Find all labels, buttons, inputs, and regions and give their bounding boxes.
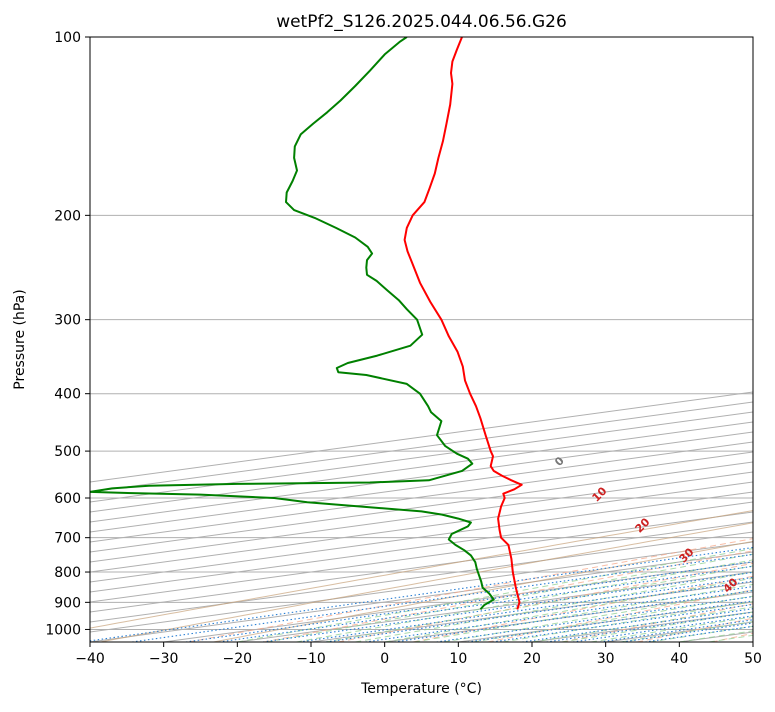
x-tick-label: 40 bbox=[670, 651, 688, 667]
y-tick-label: 500 bbox=[54, 444, 81, 460]
x-tick-label: −20 bbox=[223, 651, 253, 667]
x-tick-label: −30 bbox=[149, 651, 179, 667]
x-tick-label: 0 bbox=[380, 651, 389, 667]
y-tick-label: 1000 bbox=[45, 622, 81, 638]
y-tick-label: 700 bbox=[54, 531, 81, 547]
y-tick-label: 600 bbox=[54, 491, 81, 507]
x-axis-label: Temperature (°C) bbox=[360, 681, 482, 697]
y-tick-label: 900 bbox=[54, 595, 81, 611]
y-tick-label: 300 bbox=[54, 313, 81, 329]
x-tick-label: 10 bbox=[449, 651, 467, 667]
x-tick-label: 20 bbox=[523, 651, 541, 667]
y-tick-label: 800 bbox=[54, 565, 81, 581]
y-tick-label: 100 bbox=[54, 30, 81, 46]
x-tick-label: 50 bbox=[744, 651, 762, 667]
y-axis-label: Pressure (hPa) bbox=[12, 289, 28, 389]
y-tick-label: 400 bbox=[54, 387, 81, 403]
x-tick-label: −40 bbox=[75, 651, 105, 667]
y-tick-label: 200 bbox=[54, 208, 81, 224]
chart-title: wetPf2_S126.2025.044.06.56.G26 bbox=[276, 12, 567, 32]
x-tick-label: 30 bbox=[597, 651, 615, 667]
x-tick-label: −10 bbox=[296, 651, 326, 667]
